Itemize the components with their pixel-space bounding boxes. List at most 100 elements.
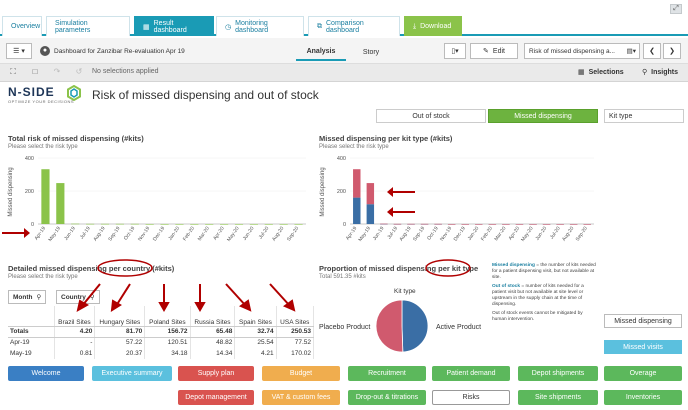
insights-button[interactable]: ⚲ Insights: [642, 68, 678, 77]
nav-button-welcome[interactable]: Welcome: [8, 366, 84, 381]
table-cell: 25.54: [234, 337, 277, 348]
table-row: Totals 4.20 81.70 156.72 65.48 32.74 250…: [8, 326, 315, 338]
sheet-selector[interactable]: Risk of missed dispensing a... ▤▾: [524, 43, 640, 59]
bar-segment[interactable]: [380, 223, 388, 225]
menu-button[interactable]: ☰ ▾: [6, 43, 32, 59]
bar[interactable]: [41, 169, 50, 224]
column-header[interactable]: Russia Sites: [190, 306, 236, 327]
bar[interactable]: [279, 224, 288, 225]
column-header[interactable]: Spain Sites: [234, 306, 277, 327]
previous-sheet-button[interactable]: ❮: [643, 43, 661, 59]
bar[interactable]: [130, 223, 139, 225]
tab-download[interactable]: ⤓ Download: [404, 16, 462, 36]
bar[interactable]: [190, 224, 199, 225]
tab-monitoring-dashboard[interactable]: ◷ Monitoring dashboard: [216, 16, 304, 36]
missed-visits-toggle[interactable]: Missed visits: [604, 340, 682, 354]
bar-segment[interactable]: [366, 183, 375, 205]
nav-button-patient-demand[interactable]: Patient demand: [432, 366, 510, 381]
bar-segment[interactable]: [488, 224, 497, 225]
missed-dispensing-toggle[interactable]: Missed dispensing: [604, 314, 682, 328]
bar[interactable]: [56, 183, 65, 224]
bar[interactable]: [100, 223, 110, 225]
expand-icon[interactable]: ⤢: [670, 4, 682, 14]
bar[interactable]: [205, 224, 214, 225]
analysis-tab[interactable]: Analysis: [296, 43, 346, 61]
next-sheet-button[interactable]: ❯: [663, 43, 681, 59]
country-dimension-button[interactable]: Country ⚲: [56, 290, 100, 304]
nav-button-depot-shipments[interactable]: Depot shipments: [518, 366, 598, 381]
x-tick-label: Jun-19: [63, 226, 77, 242]
bar[interactable]: [175, 224, 184, 225]
column-header[interactable]: Poland Sites: [144, 306, 191, 327]
bar[interactable]: [264, 224, 273, 225]
bar[interactable]: [71, 223, 80, 225]
bar-segment[interactable]: [461, 224, 469, 225]
story-tab[interactable]: Story: [362, 48, 380, 56]
bar[interactable]: [115, 223, 124, 225]
bar-segment[interactable]: [420, 223, 429, 225]
tab-result-dashboard[interactable]: ▦ Result dashboard: [134, 16, 214, 36]
missed-dispensing-button[interactable]: Missed dispensing: [488, 109, 598, 123]
step-back-icon[interactable]: ↷: [53, 67, 61, 76]
table-title: Detailed missed dispensing per country (…: [8, 264, 175, 273]
nav-button-executive-summary[interactable]: Executive summary: [92, 366, 172, 381]
bar-segment[interactable]: [475, 224, 483, 225]
nav-button-drop-out-titrations[interactable]: Drop-out & titrations: [348, 390, 426, 405]
bar[interactable]: [160, 224, 169, 225]
bar-segment[interactable]: [366, 204, 375, 224]
selections-button[interactable]: ▦ Selections: [578, 68, 624, 77]
bar[interactable]: [220, 224, 229, 225]
bar[interactable]: [145, 224, 154, 225]
bar-segment[interactable]: [542, 224, 551, 225]
kit-type-filter[interactable]: Kit type: [604, 109, 684, 123]
bar-segment[interactable]: [556, 224, 564, 225]
nav-button-budget[interactable]: Budget: [262, 366, 340, 381]
bar-segment[interactable]: [583, 224, 591, 225]
row-label[interactable]: May-19: [8, 348, 55, 359]
bar-segment[interactable]: [529, 224, 537, 225]
bar[interactable]: [294, 224, 303, 225]
bar-segment[interactable]: [353, 197, 361, 224]
bar-segment[interactable]: [393, 223, 402, 225]
bar[interactable]: [234, 224, 244, 225]
bar-segment[interactable]: [353, 169, 361, 198]
clear-selections-icon[interactable]: ↺: [75, 67, 83, 76]
nav-button-vat-custom-fees[interactable]: VAT & custom fees: [262, 390, 340, 405]
column-header[interactable]: Hungary Sites: [94, 306, 146, 327]
nav-button-recruitment[interactable]: Recruitment: [348, 366, 426, 381]
bar-segment[interactable]: [407, 223, 415, 225]
x-tick-label: Aug-20: [271, 226, 285, 243]
tab-simulation-parameters[interactable]: Simulation parameters: [46, 16, 130, 36]
out-of-stock-button[interactable]: Out of stock: [376, 109, 486, 123]
bar[interactable]: [249, 224, 258, 225]
y-tick-label: 200: [25, 189, 34, 195]
pie-slice[interactable]: [375, 299, 404, 353]
lasso-icon[interactable]: □: [32, 67, 38, 76]
pie-legend-title: Kit type: [394, 288, 416, 295]
compare-icon: ⧉: [317, 22, 322, 30]
nav-button-inventories[interactable]: Inventories: [604, 390, 682, 405]
nav-button-depot-management[interactable]: Depot management: [178, 390, 254, 405]
bar-segment[interactable]: [502, 224, 510, 225]
tab-label: Result dashboard: [153, 19, 187, 34]
bar-segment[interactable]: [515, 224, 524, 225]
tablet-icon: ▯: [451, 48, 456, 55]
edit-button[interactable]: ✎ Edit: [470, 43, 518, 59]
bar-segment[interactable]: [569, 224, 578, 225]
nav-button-overage[interactable]: Overage: [604, 366, 682, 381]
bar[interactable]: [86, 223, 95, 225]
tab-comparison-dashboard[interactable]: ⧉ Comparison dashboard: [308, 16, 400, 36]
nav-button-risks[interactable]: Risks: [432, 390, 510, 405]
smart-search-icon[interactable]: ⛶: [10, 67, 16, 76]
pie-slice[interactable]: [401, 299, 429, 353]
month-dimension-button[interactable]: Month ⚲: [8, 290, 47, 304]
column-header[interactable]: Brazil Sites: [54, 306, 96, 327]
nav-button-site-shipments[interactable]: Site shipments: [518, 390, 598, 405]
device-view-button[interactable]: ▯ ▾: [444, 43, 466, 59]
row-label[interactable]: Apr-19: [8, 337, 55, 348]
bar-segment[interactable]: [434, 223, 442, 225]
tab-overview[interactable]: Overview: [2, 16, 42, 36]
bar-segment[interactable]: [447, 224, 456, 225]
column-header[interactable]: USA Sites: [276, 306, 315, 327]
nav-button-supply-plan[interactable]: Supply plan: [178, 366, 254, 381]
